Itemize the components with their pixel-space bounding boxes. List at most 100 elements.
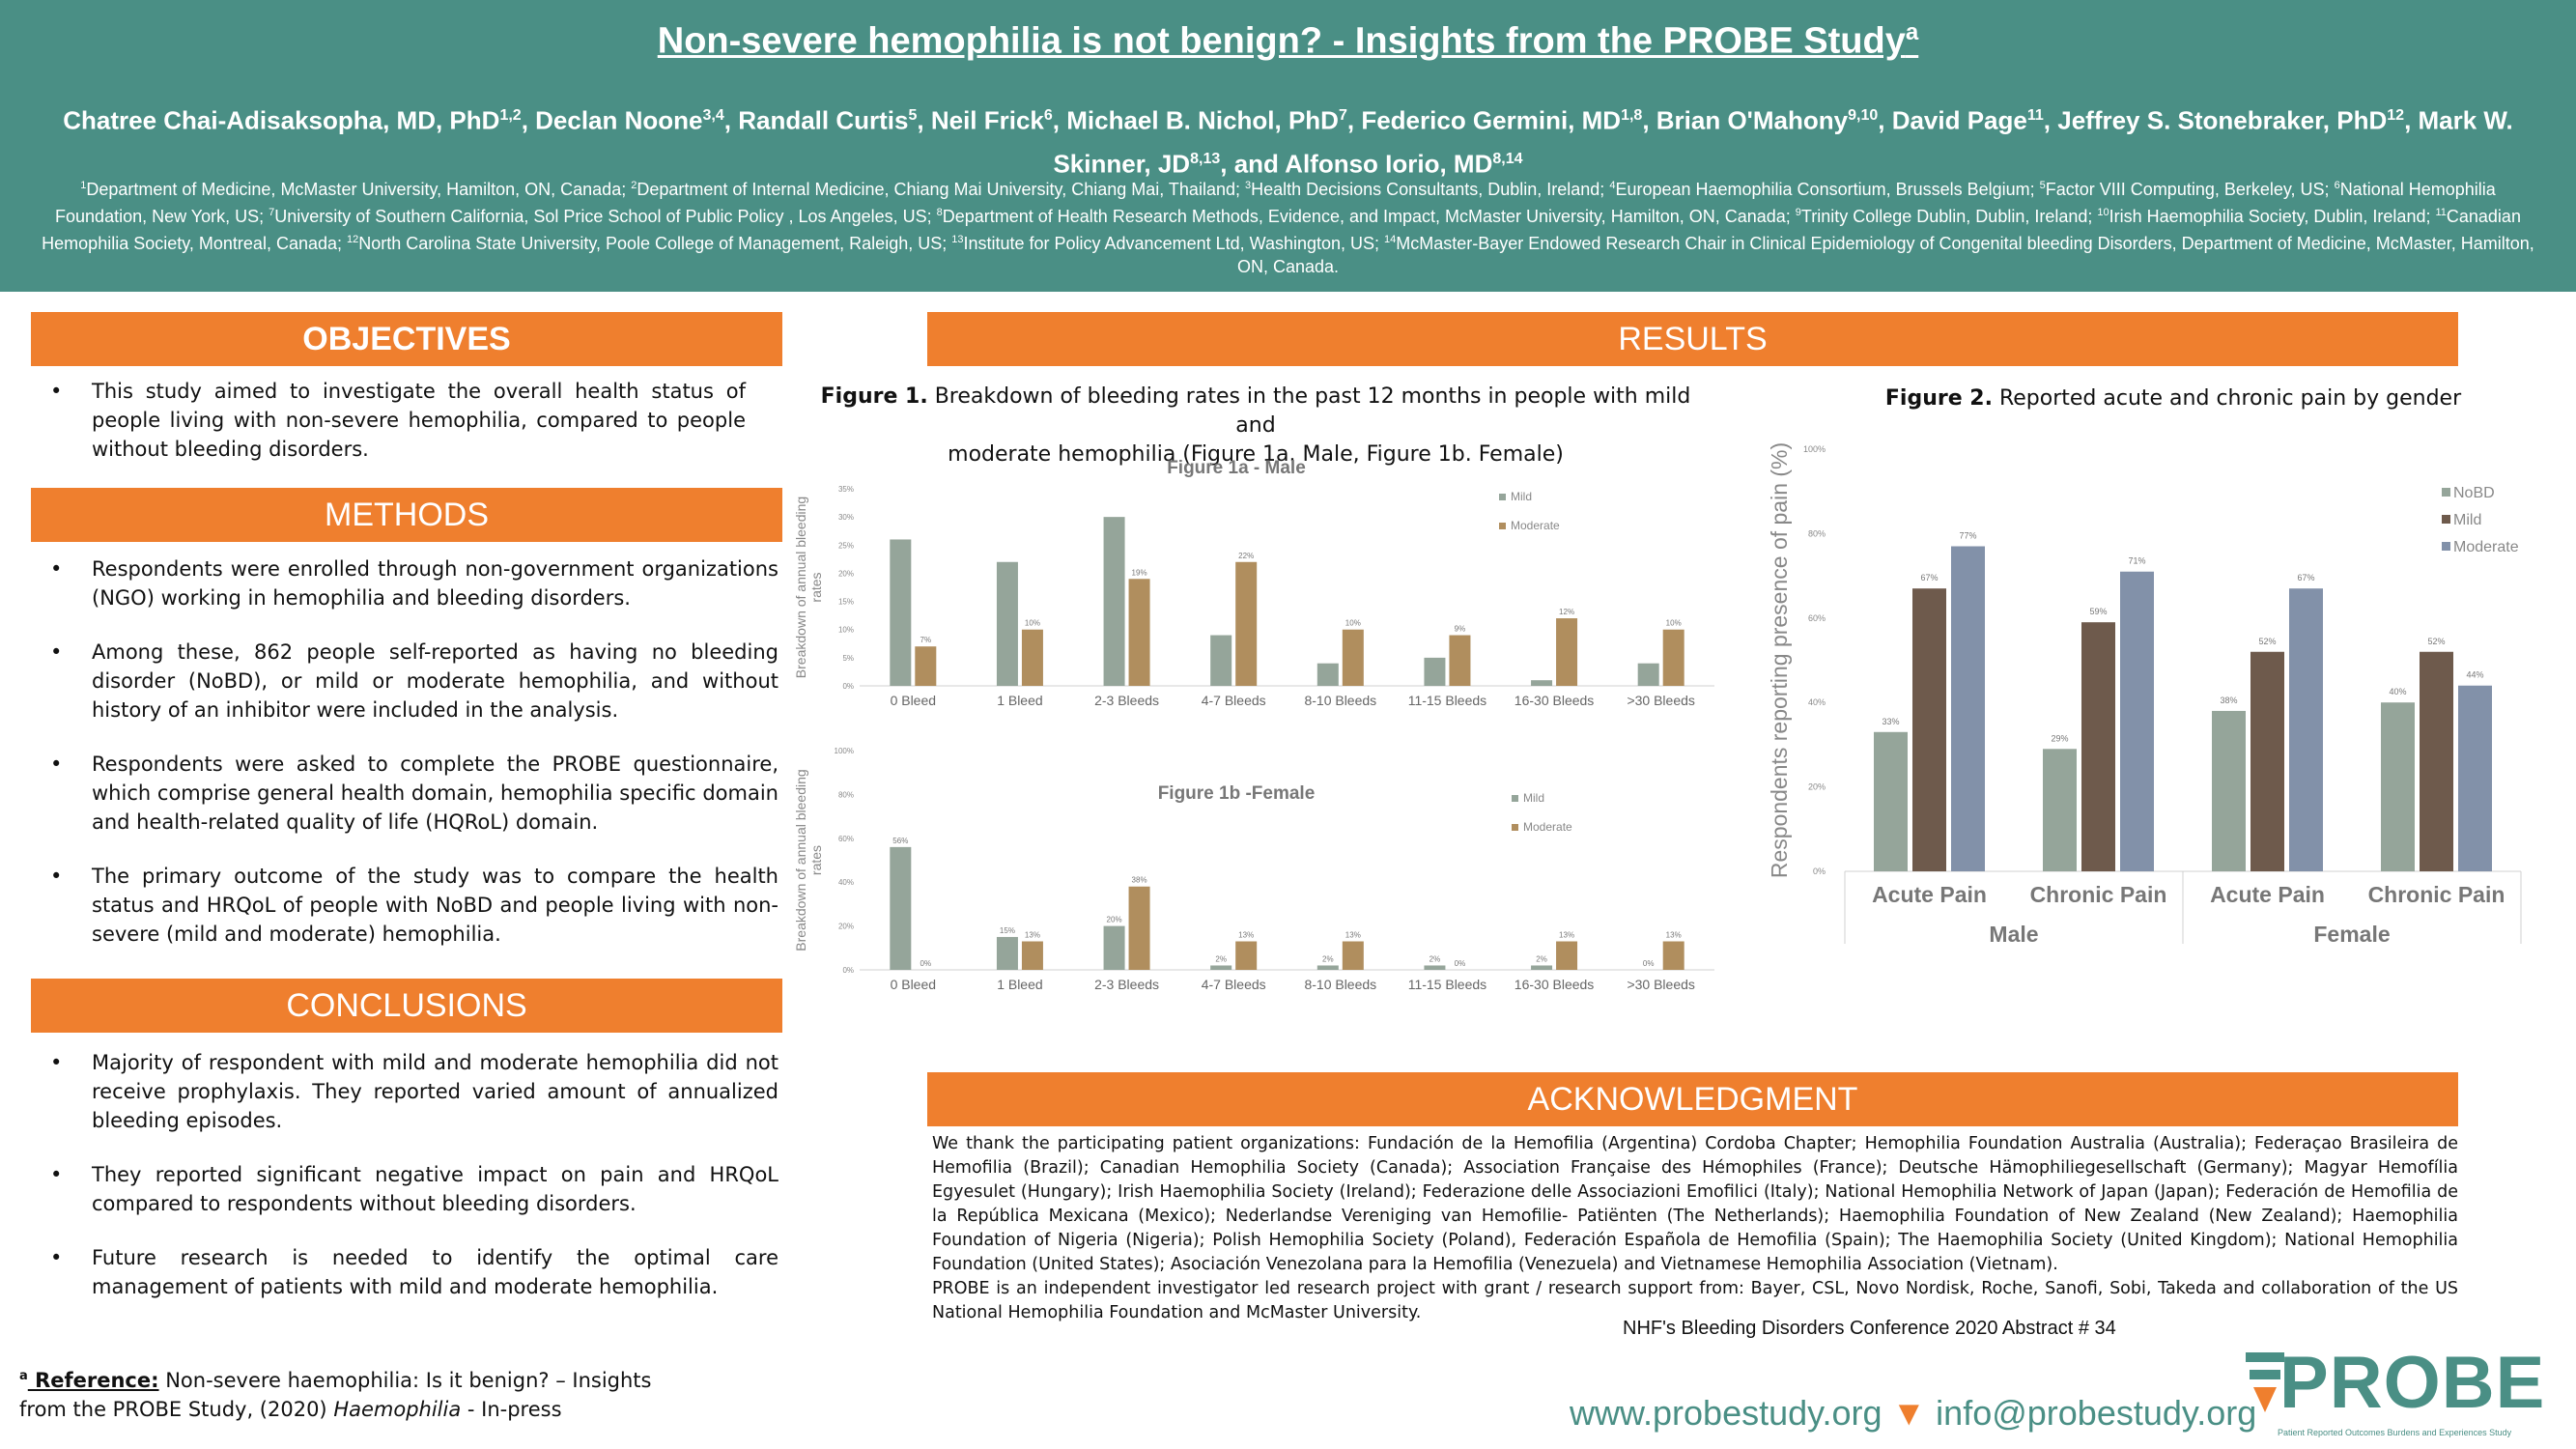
methods-list: Respondents were enrolled through non-go… (31, 554, 778, 974)
author-affiliation-sup: 3,4 (702, 107, 724, 124)
group-label: Male (1989, 922, 2038, 947)
y-axis-label: Breakdown of annual bleedingrates (793, 769, 824, 951)
y-tick-label: 60% (1808, 613, 1826, 623)
bar-moderate (1021, 629, 1043, 686)
bar-moderate (1342, 941, 1364, 970)
data-label: 13% (1345, 930, 1361, 939)
conclusions-list: Majority of respondent with mild and mod… (31, 1048, 778, 1326)
data-label: 2% (1536, 954, 1547, 963)
bar-mild (1912, 588, 1946, 871)
affiliation-number: 6 (2334, 180, 2340, 191)
y-tick-label: 15% (838, 598, 854, 607)
data-label: 40% (2389, 687, 2406, 696)
affiliation-number: 3 (1244, 180, 1252, 191)
legend-swatch (1512, 795, 1518, 802)
y-tick-label: 100% (1803, 444, 1826, 454)
x-tick-label: 2-3 Bleeds (1094, 693, 1159, 708)
author-name: Federico Germini, MD (1361, 105, 1622, 135)
bar-moderate (2458, 685, 2492, 871)
y-tick-label: 0% (842, 966, 854, 975)
data-label: 13% (1238, 930, 1254, 939)
y-tick-label: 0% (842, 682, 854, 691)
figure-1a-chart: 0% 5% 10% 15% 20% 25% 30% 35% Breakdown of annua… (793, 458, 1714, 708)
author-name: and Alfonso Iorio, MD (1233, 149, 1493, 179)
y-axis-label: Respondents reporting presence of pain (… (1767, 442, 1792, 878)
data-label: 52% (2427, 637, 2445, 646)
author-name: Jeffrey S. Stonebraker, PhD (2057, 105, 2388, 135)
data-label: 13% (1025, 930, 1040, 939)
legend-swatch (2442, 542, 2450, 551)
x-tick-label: 2-3 Bleeds (1094, 977, 1159, 992)
bar-mild (996, 561, 1018, 686)
x-tick-label: 1 Bleed (997, 977, 1042, 992)
affiliation-number: 14 (1384, 234, 1397, 245)
bullet-item: They reported significant negative impac… (31, 1160, 778, 1218)
bullet-item: Respondents were enrolled through non-go… (31, 554, 778, 612)
author-affiliation-sup: 5 (908, 107, 918, 124)
affiliation-text: University of Southern California, Sol P… (274, 207, 937, 226)
bar-moderate (1128, 579, 1150, 686)
author-affiliation-sup: 1,2 (499, 107, 522, 124)
figure-1b-chart: 0% 20% 40% 60% 80% 100% Breakdown of annual bl… (793, 747, 1714, 992)
legend-swatch (1499, 523, 1506, 529)
data-label: 33% (1882, 717, 1899, 726)
legend-label: NoBD (2453, 485, 2495, 501)
objectives-list: This study aimed to investigate the over… (31, 377, 746, 489)
group-label: Female (2313, 922, 2390, 947)
bar-moderate (1662, 941, 1684, 970)
bar-moderate (1662, 629, 1684, 686)
email-link[interactable]: info@probestudy.org (1936, 1393, 2257, 1433)
author-name: David Page (1891, 105, 2027, 135)
bullet-item: This study aimed to investigate the over… (31, 377, 746, 464)
bullet-item: Majority of respondent with mild and mod… (31, 1048, 778, 1135)
acknowledgment-heading: ACKNOWLEDGMENT (927, 1072, 2458, 1126)
affiliation-number: 10 (2097, 207, 2109, 218)
data-label: 44% (2466, 670, 2483, 680)
bar-mild (2420, 651, 2453, 871)
x-tick-label: >30 Bleeds (1627, 693, 1694, 708)
author-affiliation-sup: 9,10 (1848, 107, 1879, 124)
affiliation-text: Trinity College Dublin, Dublin, Ireland; (1800, 207, 2098, 226)
data-label: 38% (2220, 696, 2237, 705)
y-tick-label: 40% (1808, 697, 1826, 707)
y-tick-label: 80% (838, 790, 854, 799)
legend-label: Mild (1523, 791, 1544, 805)
separator-icon: ▼ (1891, 1393, 1927, 1433)
data-label: 52% (2258, 637, 2276, 646)
x-tick-label: 1 Bleed (997, 693, 1042, 708)
y-tick-label: 60% (838, 835, 854, 843)
data-label: 7% (920, 636, 932, 644)
bar-mild (1210, 965, 1232, 970)
bullet-item: Future research is needed to identify th… (31, 1243, 778, 1301)
website-link[interactable]: www.probestudy.org (1570, 1393, 1882, 1433)
bar-moderate (1951, 546, 1985, 871)
bar-mild (1637, 663, 1659, 686)
affiliation-text: Factor VIII Computing, Berkeley, US; (2045, 180, 2335, 199)
affiliation-text: Department of Health Research Methods, E… (942, 207, 1796, 226)
bar-mild (890, 846, 912, 970)
author-name: Michael B. Nichol, PhD (1066, 105, 1339, 135)
x-tick-label: Chronic Pain (2030, 882, 2167, 907)
data-label: 13% (1666, 930, 1682, 939)
data-label: 67% (1920, 573, 1938, 582)
affiliation-text: Irish Haemophilia Society, Dublin, Irela… (2109, 207, 2436, 226)
data-label: 59% (2089, 607, 2107, 616)
acknowledgment-text: We thank the participating patient organ… (932, 1134, 2458, 1322)
bar-moderate (1449, 635, 1471, 686)
bar-nobd (2043, 749, 2077, 871)
y-tick-label: 10% (838, 626, 854, 635)
author-affiliation-sup: 12 (2387, 107, 2405, 124)
bar-mild (1531, 680, 1553, 686)
objectives-heading: OBJECTIVES (31, 312, 782, 366)
bar-mild (890, 539, 912, 686)
affiliation-text: Department of Medicine, McMaster Univers… (86, 180, 632, 199)
probe-logo: PROBE (2279, 1342, 2546, 1424)
x-tick-label: 8-10 Bleeds (1304, 693, 1376, 708)
x-tick-label: 11-15 Bleeds (1408, 693, 1486, 708)
author-affiliation-sup: 1,8 (1621, 107, 1643, 124)
y-tick-label: 40% (838, 878, 854, 887)
bullet-item: Among these, 862 people self-reported as… (31, 638, 778, 724)
y-tick-label: 25% (838, 541, 854, 550)
x-tick-label: 16-30 Bleeds (1514, 977, 1595, 992)
bar-moderate (1021, 941, 1043, 970)
